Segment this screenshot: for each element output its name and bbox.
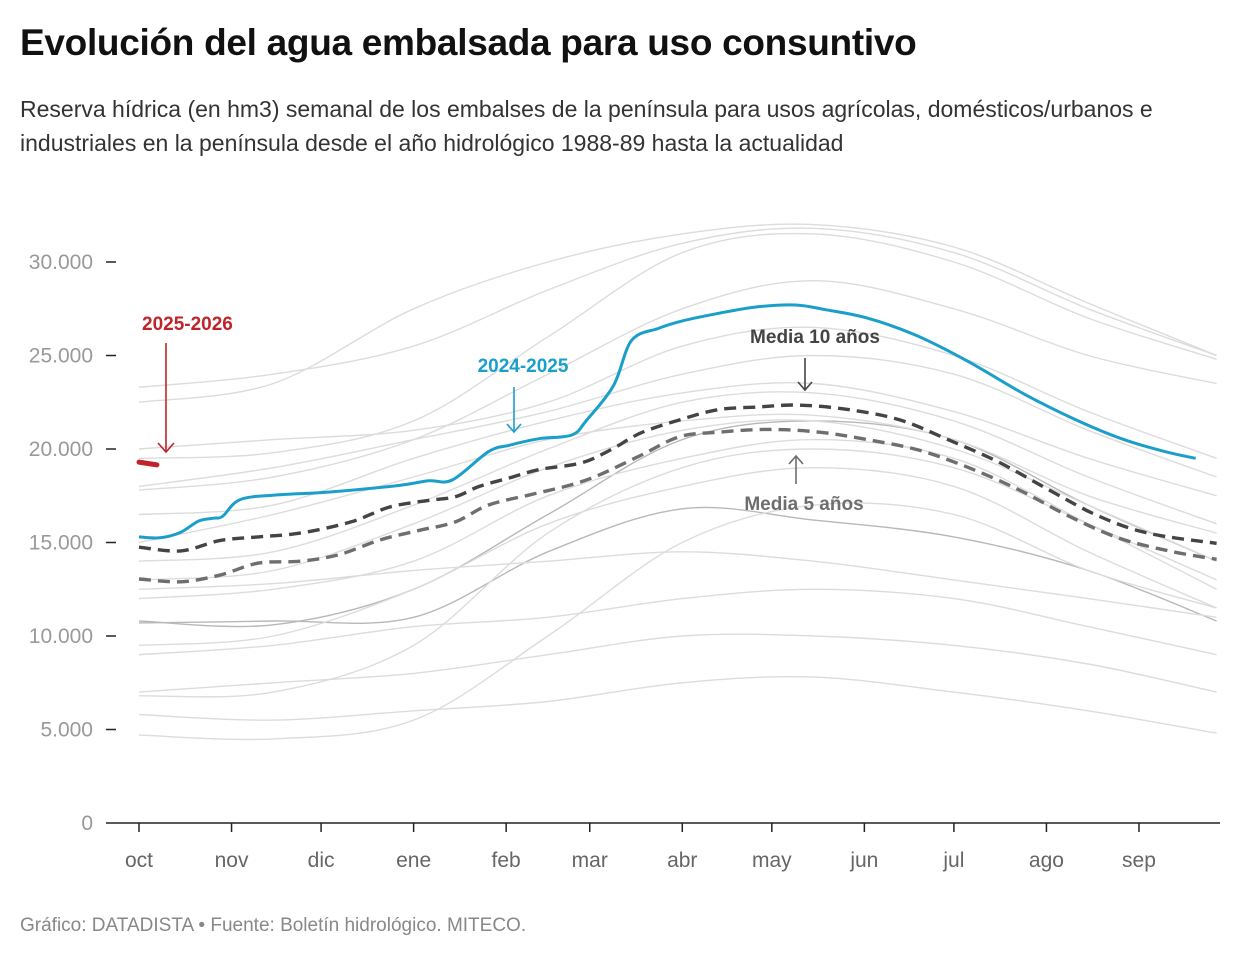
history-line	[138, 354, 1217, 488]
x-tick-label: may	[752, 849, 792, 872]
arrowhead-2025-2026	[157, 442, 175, 454]
history-line	[138, 466, 1217, 647]
history-line	[138, 502, 1217, 741]
x-tick-label: nov	[215, 849, 249, 872]
history-line	[138, 633, 1217, 693]
history-line	[138, 326, 1217, 459]
annotation-2024-2025: 2024-2025	[478, 356, 569, 377]
series-lines	[136, 303, 1217, 584]
history-line	[138, 232, 1217, 459]
series-line-current	[136, 459, 160, 468]
history-line	[138, 227, 1217, 388]
x-tick-label: jul	[942, 849, 964, 872]
x-tick-label: abr	[667, 849, 697, 872]
annotation-media-5: Media 5 años	[744, 494, 863, 515]
history-line	[138, 279, 1217, 491]
arrowhead-2024-2025	[506, 423, 522, 434]
series-line-mean10	[138, 403, 1217, 553]
history-line	[138, 506, 1217, 625]
annotation-2025-2026: 2025-2026	[142, 314, 233, 335]
series-line-previous	[138, 303, 1196, 540]
x-tick-label: ene	[396, 849, 431, 872]
history-line	[138, 223, 1217, 403]
arrowhead-media-10	[797, 381, 813, 392]
y-tick-label: 5.000	[40, 719, 93, 742]
history-line	[138, 413, 1217, 544]
y-tick-label: 20.000	[29, 438, 93, 461]
history-line	[138, 588, 1217, 656]
annotation-media-10: Media 10 años	[750, 327, 880, 348]
y-tick-label: 0	[81, 812, 93, 835]
chart-footer: Gráfico: DATADISTA • Fuente: Boletín hid…	[20, 915, 527, 936]
series-line-mean5	[138, 427, 1217, 584]
y-tick-label: 10.000	[29, 625, 93, 648]
axes: 0 5.000 10.000 15.000 20.000 25.000 30.000 oct n…	[29, 251, 1220, 872]
arrowhead-media-5	[788, 454, 804, 465]
history-line	[138, 391, 1217, 562]
chart-title: Evolución del agua embalsada para uso co…	[20, 22, 917, 63]
x-tick-label: sep	[1122, 849, 1156, 872]
x-tick-label: jun	[849, 849, 878, 872]
annotations: 2025-2026 2024-2025 Media 10 años Media …	[142, 314, 880, 515]
history-line	[138, 676, 1217, 734]
x-tick-label: mar	[572, 849, 608, 872]
history-line	[138, 551, 1217, 618]
chart-subtitle: Reserva hídrica (en hm3) semanal de los …	[20, 96, 1153, 156]
y-tick-label: 15.000	[29, 532, 93, 555]
y-tick-label: 25.000	[29, 345, 93, 368]
history-line	[138, 448, 1217, 698]
y-tick-label: 30.000	[29, 251, 93, 274]
x-tick-label: feb	[492, 849, 521, 872]
x-tick-label: oct	[125, 849, 153, 872]
history-lines	[138, 223, 1217, 741]
x-tick-label: ago	[1029, 849, 1064, 872]
history-line	[138, 420, 1217, 628]
x-tick-label: dic	[308, 849, 335, 872]
history-line	[138, 438, 1217, 600]
